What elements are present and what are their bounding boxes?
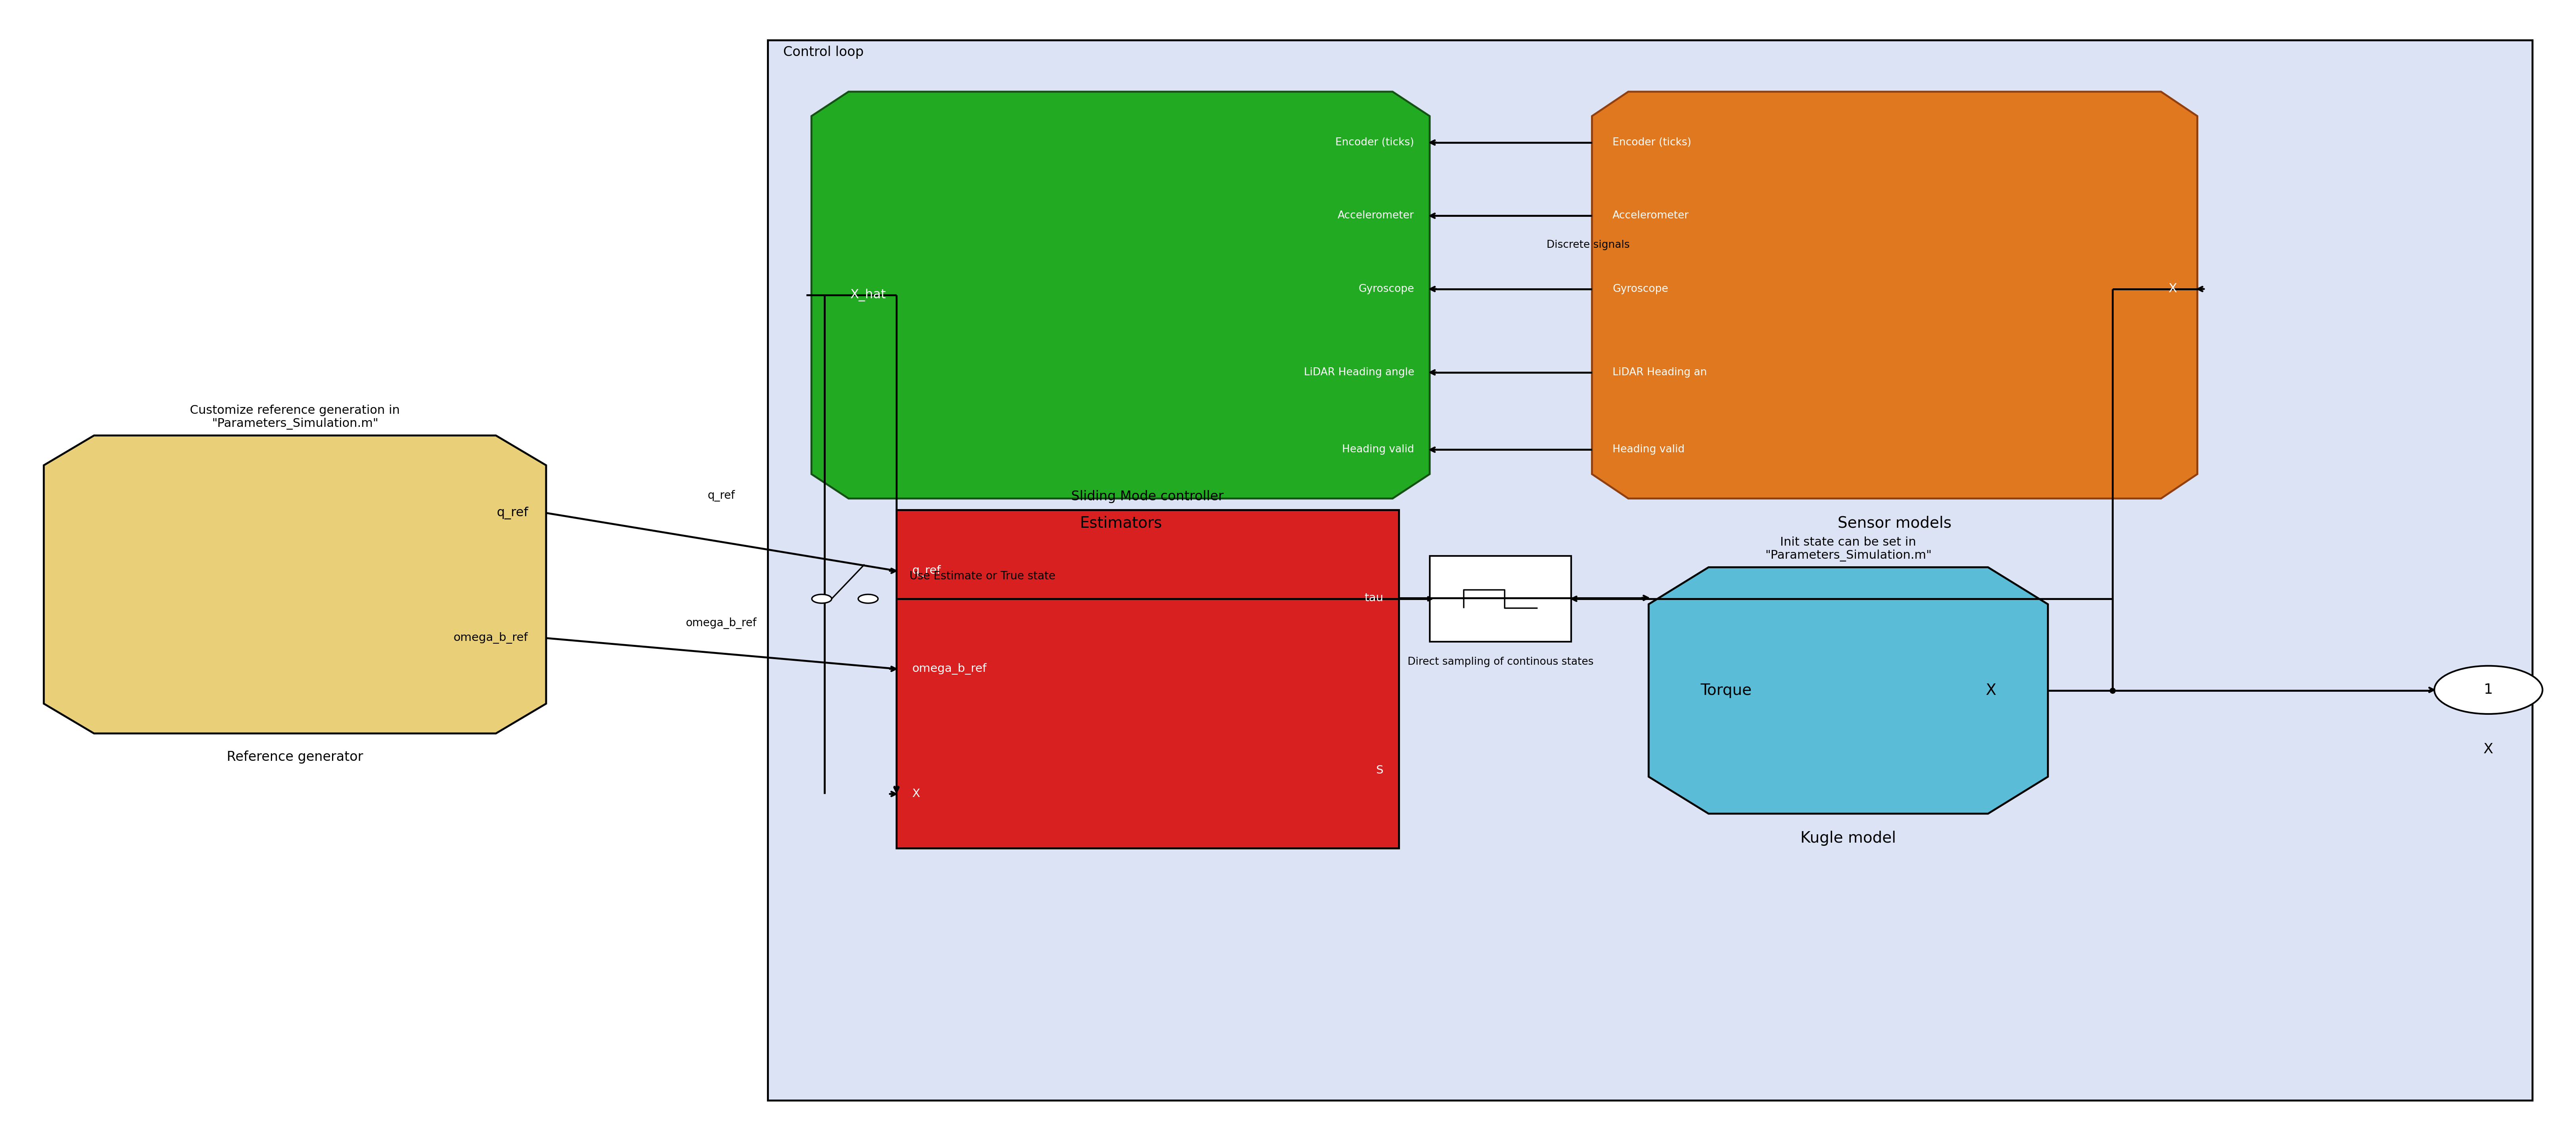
Text: q_ref: q_ref (497, 507, 528, 519)
Text: Estimators: Estimators (1079, 516, 1162, 531)
Text: Reference generator: Reference generator (227, 751, 363, 763)
Circle shape (858, 595, 878, 603)
Text: X: X (2169, 283, 2177, 296)
Text: S: S (1376, 764, 1383, 776)
Bar (896, 510, 1399, 848)
Text: X: X (1986, 683, 1996, 698)
Text: q_ref: q_ref (912, 565, 940, 576)
Bar (1430, 556, 1571, 642)
Text: Accelerometer: Accelerometer (1337, 211, 1414, 221)
Circle shape (2434, 666, 2543, 714)
Text: Customize reference generation in
"Parameters_Simulation.m": Customize reference generation in "Param… (191, 405, 399, 430)
Text: omega_b_ref: omega_b_ref (912, 664, 987, 675)
Text: Heading valid: Heading valid (1613, 445, 1685, 455)
Text: tau: tau (1365, 592, 1383, 604)
Text: Heading valid: Heading valid (1342, 445, 1414, 455)
Text: Encoder (ticks): Encoder (ticks) (1334, 138, 1414, 148)
Text: omega_b_ref: omega_b_ref (685, 618, 757, 629)
Text: Gyroscope: Gyroscope (1613, 284, 1669, 295)
Text: 1: 1 (2483, 683, 2494, 697)
Text: X: X (2483, 743, 2494, 756)
Text: LiDAR Heading an: LiDAR Heading an (1613, 367, 1708, 377)
Bar (768, 40, 2532, 1100)
Text: Accelerometer: Accelerometer (1613, 211, 1690, 221)
Text: X_hat: X_hat (850, 289, 886, 301)
Text: LiDAR Heading angle: LiDAR Heading angle (1303, 367, 1414, 377)
Polygon shape (811, 92, 1430, 499)
Polygon shape (1592, 92, 2197, 499)
Text: Encoder (ticks): Encoder (ticks) (1613, 138, 1692, 148)
Polygon shape (44, 435, 546, 733)
Text: Torque: Torque (1700, 683, 1752, 698)
Text: X: X (912, 788, 920, 800)
Text: Use Estimate or True state: Use Estimate or True state (909, 571, 1056, 582)
Text: Control loop: Control loop (783, 46, 863, 58)
Text: q_ref: q_ref (708, 490, 734, 502)
Polygon shape (1649, 567, 2048, 814)
Text: Gyroscope: Gyroscope (1358, 284, 1414, 295)
Text: Init state can be set in
"Parameters_Simulation.m": Init state can be set in "Parameters_Sim… (1765, 536, 1932, 562)
Text: Sliding Mode controller: Sliding Mode controller (1072, 490, 1224, 503)
Text: Sensor models: Sensor models (1837, 516, 1953, 531)
Text: omega_b_ref: omega_b_ref (453, 633, 528, 644)
Text: Kugle model: Kugle model (1801, 831, 1896, 846)
Text: Discrete signals: Discrete signals (1546, 240, 1631, 250)
Circle shape (811, 595, 832, 603)
Text: Direct sampling of continous states: Direct sampling of continous states (1406, 657, 1595, 667)
